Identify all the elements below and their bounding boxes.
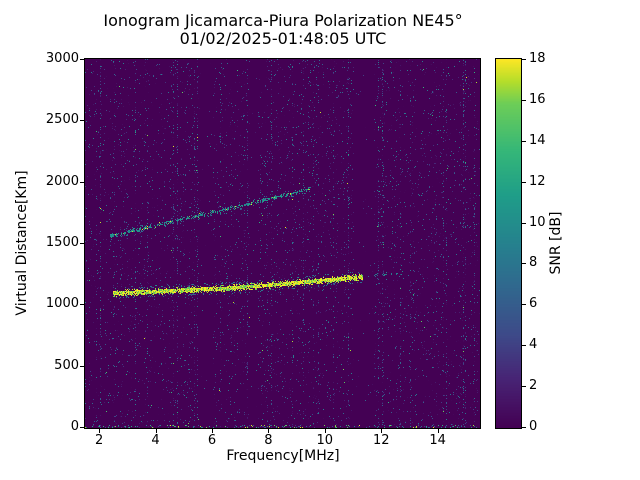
y-tick-label: 1500 [45,235,79,250]
colorbar-tick [522,427,526,428]
chart-title: Ionogram Jicamarca-Piura Polarization NE… [103,11,463,30]
colorbar-tick [522,59,526,60]
colorbar-tick-label: 14 [529,132,546,148]
colorbar-tick-label: 6 [529,296,538,312]
colorbar-tick [522,140,526,142]
colorbar-tick-label: 8 [529,255,538,271]
y-tick [80,365,84,367]
x-tick-label: 14 [429,433,446,448]
colorbar-tick-label: 18 [529,51,546,66]
colorbar-tick-label: 10 [529,214,546,230]
colorbar [495,58,522,429]
x-tick [324,429,326,433]
colorbar-tick-label: 12 [529,173,546,189]
x-tick-label: 6 [207,433,217,448]
x-tick-label: 4 [151,433,160,448]
colorbar-tick [522,386,526,388]
colorbar-tick [522,181,526,183]
colorbar-tick [522,345,526,347]
colorbar-tick [522,304,526,306]
y-tick-label: 1000 [45,296,79,312]
x-tick-label: 10 [316,433,334,448]
colorbar-tick-label: 16 [529,91,546,107]
y-tick-label: 3000 [45,51,79,66]
y-tick-label: 0 [70,419,79,434]
colorbar-tick-label: 4 [529,337,538,353]
x-tick [99,429,101,433]
x-tick [155,429,157,433]
x-tick [268,429,270,433]
x-axis-label: Frequency[MHz] [226,448,340,464]
colorbar-tick-label: 2 [529,378,538,394]
y-axis-label: Virtual Distance[Km] [14,170,30,316]
x-tick-label: 2 [94,433,104,448]
y-tick [80,304,84,306]
y-tick [80,181,84,183]
x-tick-label: 8 [264,433,273,448]
chart-subtitle: 01/02/2025-01:48:05 UTC [179,29,387,48]
y-tick-label: 2000 [45,173,79,189]
colorbar-tick [522,222,526,224]
y-tick [80,120,84,122]
y-tick-label: 2500 [45,112,79,128]
y-tick [80,427,84,428]
x-tick-label: 12 [372,433,390,448]
colorbar-tick-label: 0 [529,419,538,434]
y-tick-label: 500 [54,357,79,373]
ionogram-heatmap [84,58,481,429]
y-tick [80,243,84,244]
y-tick [80,59,84,60]
x-tick [437,429,439,433]
x-tick [381,429,383,433]
colorbar-tick [522,99,526,101]
colorbar-tick [522,263,526,265]
x-tick [211,429,213,433]
